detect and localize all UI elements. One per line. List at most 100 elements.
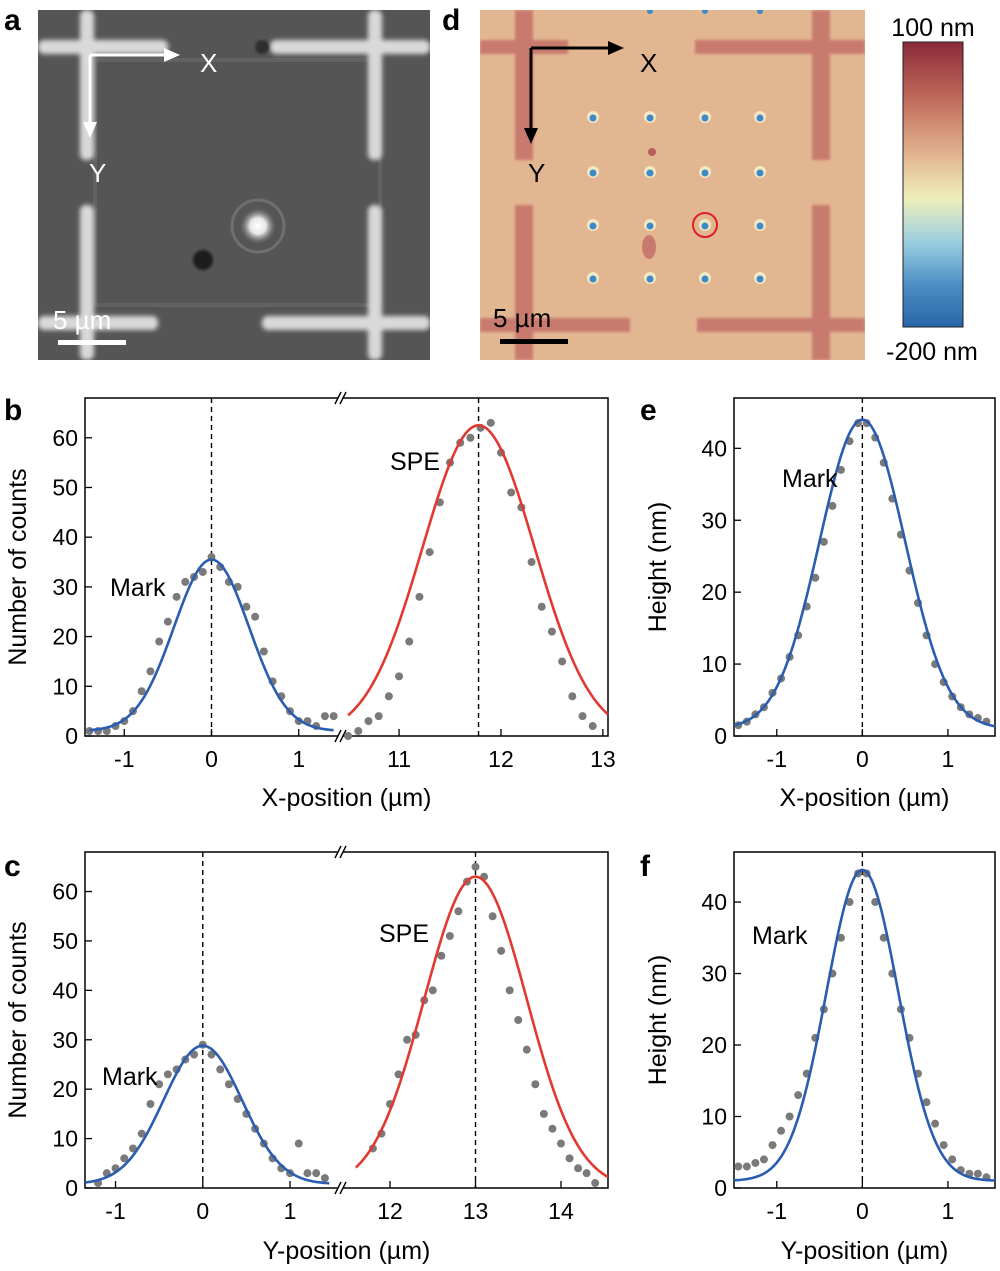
- data-point: [190, 1050, 199, 1059]
- data-point: [437, 951, 446, 960]
- data-point: [415, 592, 424, 601]
- y-tick-label: 20: [52, 624, 78, 650]
- data-point: [384, 692, 393, 701]
- y-tick-label: 0: [65, 723, 78, 749]
- axis-break-mark: [339, 729, 347, 743]
- panel-a-scale-bar: [58, 340, 126, 345]
- data-point: [155, 1080, 164, 1089]
- data-point: [734, 1162, 743, 1171]
- y-tick-label: 0: [714, 1175, 727, 1201]
- data-point: [425, 548, 434, 557]
- x-tick-label: -1: [105, 1198, 125, 1224]
- data-point: [531, 1080, 540, 1089]
- x-tick-label: 1: [284, 1198, 297, 1224]
- y-tick-label: 10: [52, 673, 78, 699]
- afm-dot: [756, 169, 764, 177]
- data-point: [558, 657, 567, 666]
- data-point: [146, 1100, 155, 1108]
- axis-break-gap: [338, 395, 343, 401]
- data-point: [181, 577, 190, 586]
- chart-c: c 0 10 20 30 40 50 60 -1 0 1 12 13 14 Y-position (µm) N…: [4, 845, 609, 1265]
- x-axis-label: X-position (µm): [262, 784, 432, 812]
- data-point: [354, 727, 363, 736]
- panel-b-label: b: [4, 394, 22, 427]
- data-point: [836, 933, 845, 942]
- afm-colorbar: [902, 41, 964, 328]
- afm-dot: [646, 222, 654, 230]
- data-point: [751, 1158, 760, 1167]
- emitter-halo-ring: [230, 198, 286, 254]
- data-point: [556, 1139, 565, 1148]
- optical-grid-marks: [38, 10, 430, 360]
- data-point: [364, 717, 373, 726]
- afm-dot: [647, 10, 653, 14]
- x-tick-label: -1: [114, 746, 134, 772]
- afm-debris: [642, 235, 656, 259]
- data-point: [163, 1070, 172, 1079]
- panel-a-x-label: X: [200, 48, 217, 78]
- data-point: [329, 712, 338, 721]
- data-point: [320, 1174, 329, 1183]
- x-tick-label: 0: [196, 1198, 209, 1224]
- fit-curve-mark: [89, 558, 334, 732]
- data-point: [251, 612, 260, 621]
- y-tick-label: 10: [701, 1104, 727, 1130]
- data-point: [759, 1155, 768, 1164]
- data-point: [565, 1154, 574, 1163]
- data-point: [777, 1126, 786, 1135]
- afm-dot: [589, 169, 597, 177]
- axis-break-mark: [334, 1181, 342, 1195]
- fit-curve-spe: [354, 875, 609, 1179]
- afm-dot: [701, 169, 709, 177]
- axis-break-mark: [334, 729, 342, 743]
- data-point: [146, 667, 155, 676]
- data-point: [403, 1035, 412, 1044]
- annotation-mark: Mark: [110, 574, 166, 602]
- annotation-mark: Mark: [102, 1063, 158, 1091]
- x-tick-label: 12: [377, 1198, 403, 1224]
- afm-dot: [646, 275, 654, 283]
- data-point: [871, 898, 880, 907]
- plot-frame: [733, 397, 996, 737]
- fit-curve-mark: [84, 1044, 330, 1185]
- x-tick-label: 0: [205, 746, 218, 772]
- data-point: [137, 1129, 146, 1138]
- y-tick-label: 60: [52, 425, 78, 451]
- panel-a-scale-bar-label: 5 µm: [53, 305, 111, 335]
- data-point: [507, 488, 516, 497]
- data-point: [973, 1169, 982, 1178]
- afm-marker-dots: [587, 10, 766, 284]
- data-point: [522, 1045, 531, 1054]
- data-point: [471, 862, 480, 871]
- data-point: [794, 1091, 803, 1100]
- x-tick-label: 14: [548, 1198, 574, 1224]
- panel-f-label: f: [640, 850, 651, 883]
- afm-dot: [756, 275, 764, 283]
- fit-curve-mark: [733, 418, 996, 728]
- x-tick-label: 11: [387, 746, 411, 772]
- data-point: [445, 932, 454, 940]
- y-tick-label: 0: [65, 1175, 78, 1201]
- data-point: [120, 1154, 129, 1163]
- panel-a-optical-image: a X Y 5 µm: [4, 4, 430, 360]
- data-point: [454, 907, 463, 916]
- x-tick-label: -1: [767, 746, 787, 772]
- y-axis-label: Height (nm): [644, 955, 672, 1086]
- panel-a-axes-indicator: [83, 48, 180, 138]
- afm-grid-marks: [480, 10, 865, 360]
- x-tick-label: 13: [463, 1198, 489, 1224]
- axis-break-mark: [334, 391, 342, 405]
- x-tick-label: 0: [856, 746, 869, 772]
- data-point: [548, 1124, 557, 1133]
- data-point: [216, 1065, 225, 1074]
- panel-d-scale-bar: [500, 339, 568, 344]
- data-point: [303, 1169, 312, 1178]
- afm-background: [480, 10, 865, 360]
- y-tick-label: 20: [52, 1076, 78, 1102]
- x-axis-label: X-position (µm): [780, 784, 950, 812]
- data-point: [568, 692, 577, 701]
- data-point: [537, 602, 546, 611]
- axis-break-mark: [339, 1181, 347, 1195]
- x-tick-label: -1: [767, 1198, 787, 1224]
